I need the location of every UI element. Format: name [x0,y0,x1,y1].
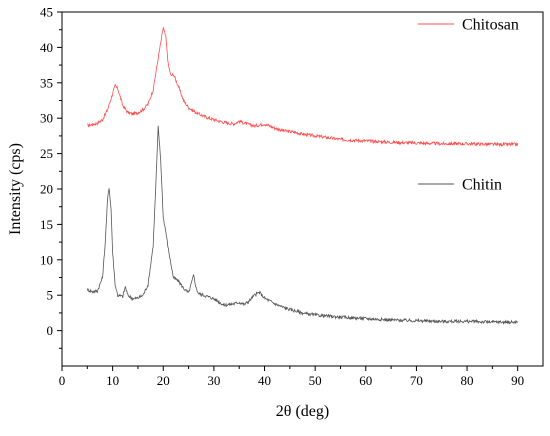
y-tick-label: 30 [40,111,53,126]
y-tick-label: 35 [40,75,53,90]
x-tick-label: 80 [461,373,474,388]
y-tick-label: 40 [40,40,53,55]
y-tick-label: 10 [40,252,53,267]
x-tick-label: 20 [157,373,170,388]
y-tick-label: 20 [40,182,53,197]
x-tick-label: 70 [410,373,423,388]
x-tick-label: 50 [309,373,322,388]
legend-label-chitin: Chitin [462,177,502,194]
y-tick-label: 25 [40,146,53,161]
x-tick-label: 40 [258,373,271,388]
y-tick-label: 15 [40,217,53,232]
y-tick-label: 0 [47,323,54,338]
x-tick-label: 0 [59,373,66,388]
series-line-chitin [86,125,519,326]
x-tick-label: 60 [359,373,372,388]
x-tick-label: 90 [511,373,524,388]
y-tick-label: 5 [47,288,54,303]
series-line-chitosan [87,26,519,148]
x-tick-label: 30 [207,373,220,388]
x-tick-label: 10 [106,373,119,388]
y-tick-label: 45 [40,5,53,20]
x-axis-title: 2θ (deg) [276,403,329,420]
y-axis-title: Intensity (cps) [7,143,24,235]
legend-label-chitosan: Chitosan [462,17,519,34]
